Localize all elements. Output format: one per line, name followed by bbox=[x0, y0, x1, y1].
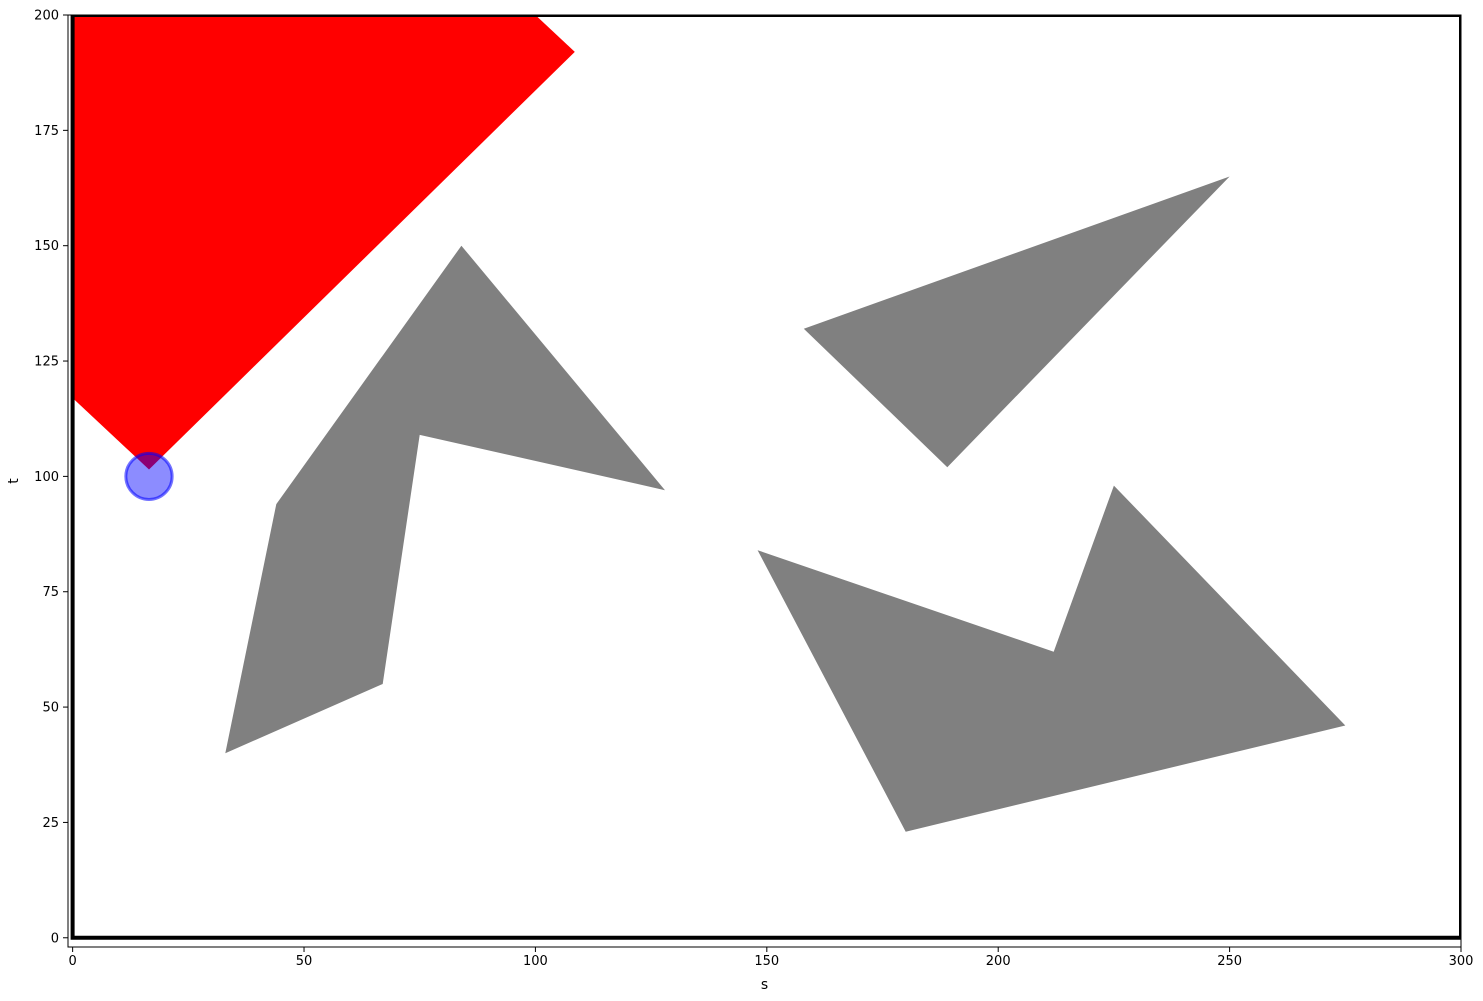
y-tick-label: 175 bbox=[34, 124, 59, 139]
axes-frame bbox=[67, 14, 1462, 948]
environment-boundary bbox=[70, 15, 1461, 940]
x-tick-label: 250 bbox=[1217, 954, 1242, 969]
data-layer bbox=[70, 15, 1461, 940]
x-tick-label: 100 bbox=[523, 954, 548, 969]
x-tick-label: 50 bbox=[296, 954, 313, 969]
x-tick-label: 200 bbox=[986, 954, 1011, 969]
y-tick-label: 50 bbox=[42, 701, 59, 716]
y-axis-label: t bbox=[6, 478, 22, 484]
axes: 0 50 100 150 200 250 300 0 25 50 75 100 125 150 175 200 bbox=[34, 9, 1473, 970]
x-axis-label: s bbox=[761, 977, 768, 993]
y-tick-label: 75 bbox=[42, 585, 59, 600]
y-tick-label: 150 bbox=[34, 239, 59, 254]
y-tick-label: 125 bbox=[34, 355, 59, 370]
x-tick-label: 150 bbox=[754, 954, 779, 969]
visibility-region bbox=[72, 15, 575, 470]
y-tick-label: 0 bbox=[51, 931, 59, 946]
obstacle-3 bbox=[757, 485, 1346, 832]
x-tick-label: 0 bbox=[68, 954, 76, 969]
x-tick-label: 300 bbox=[1449, 954, 1474, 969]
y-tick-label: 25 bbox=[42, 816, 59, 831]
agent-marker bbox=[124, 451, 174, 501]
y-tick-label: 100 bbox=[34, 470, 59, 485]
y-tick-label: 200 bbox=[34, 9, 59, 24]
obstacle-2 bbox=[803, 176, 1230, 468]
obstacle-1 bbox=[225, 245, 666, 754]
